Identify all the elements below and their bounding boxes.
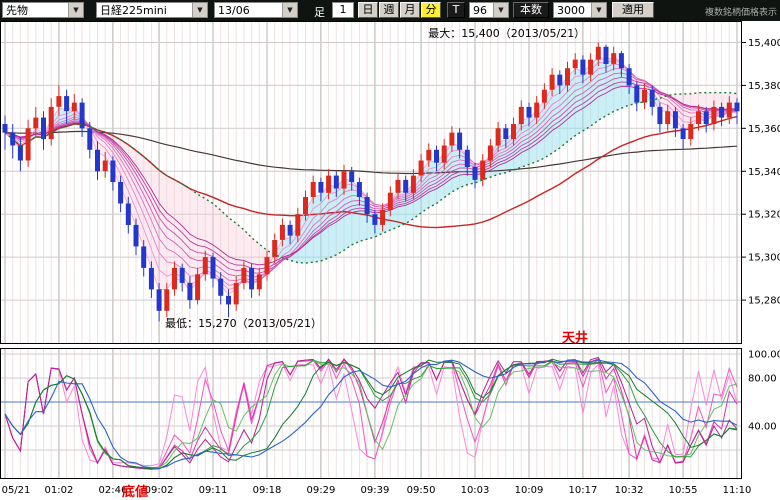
tick-button[interactable]: T — [447, 2, 465, 18]
svg-text:10:09: 10:09 — [515, 485, 544, 496]
bar-type-label: 足 — [314, 6, 325, 19]
svg-text:15,360: 15,360 — [748, 124, 780, 135]
svg-text:15,280: 15,280 — [748, 296, 780, 307]
chevron-down-icon: ▼ — [192, 3, 207, 17]
contract-month-select[interactable]: 13/06 ▼ — [214, 2, 298, 18]
annotation-low: 最低：15,270（2013/05/21） — [165, 316, 322, 330]
svg-text:100.00: 100.00 — [748, 350, 780, 361]
svg-text:09:18: 09:18 — [253, 485, 282, 496]
svg-text:15,320: 15,320 — [748, 210, 780, 221]
svg-text:09:50: 09:50 — [407, 485, 436, 496]
svg-text:09:39: 09:39 — [360, 485, 389, 496]
period-day-button[interactable]: 日 — [358, 2, 378, 18]
period-month-button[interactable]: 月 — [400, 2, 420, 18]
svg-text:15,300: 15,300 — [748, 253, 780, 264]
bars-count-value: 3000 — [557, 3, 585, 17]
price-chart-canvas[interactable]: 15,400 15,380 15,360 15,340 15,320 15,300 15,2… — [0, 21, 780, 500]
svg-text:11:10: 11:10 — [723, 485, 752, 496]
instrument-select[interactable]: 日経225mini ▼ — [96, 2, 208, 18]
svg-text:01:02: 01:02 — [44, 485, 73, 496]
svg-text:10:17: 10:17 — [568, 485, 597, 496]
toolbar-right-text: 複数銘柄価格表示 — [704, 8, 777, 18]
toolbar: 先物 ▼ 日経225mini ▼ 13/06 ▼ 足 1 日 週 月 分 T 9… — [0, 0, 780, 21]
svg-text:15,400: 15,400 — [748, 38, 780, 49]
svg-text:15,380: 15,380 — [748, 81, 780, 92]
tick-interval-value: 96 — [473, 3, 487, 17]
chevron-down-icon: ▼ — [493, 3, 508, 17]
svg-text:10:03: 10:03 — [461, 485, 490, 496]
bars-label: 本数 — [513, 2, 549, 18]
svg-text:10:55: 10:55 — [669, 485, 698, 496]
svg-text:02:46: 02:46 — [98, 485, 127, 496]
svg-text:05/21: 05/21 — [2, 485, 31, 496]
svg-text:09:11: 09:11 — [199, 485, 228, 496]
instrument-type-select[interactable]: 先物 ▼ — [2, 2, 84, 18]
svg-text:80.00: 80.00 — [748, 374, 777, 385]
svg-text:40.00: 40.00 — [748, 422, 777, 433]
period-week-button[interactable]: 週 — [379, 2, 399, 18]
instrument-value: 日経225mini — [100, 4, 167, 17]
annotation-high: 最大：15,400（2013/05/21） — [428, 27, 586, 41]
ceiling-label: 天井 — [562, 331, 589, 346]
period-minute-button[interactable]: 分 — [421, 2, 441, 18]
bottom-label: 底値 — [122, 485, 149, 500]
svg-text:15,340: 15,340 — [748, 167, 780, 178]
svg-text:09:02: 09:02 — [145, 485, 174, 496]
chevron-down-icon: ▼ — [282, 3, 297, 17]
tick-interval-select[interactable]: 96 ▼ — [469, 2, 509, 18]
svg-text:09:29: 09:29 — [306, 485, 335, 496]
apply-button[interactable]: 適用 — [612, 2, 654, 18]
contract-month-value: 13/06 — [218, 3, 250, 17]
minute-value-input[interactable]: 1 — [332, 2, 354, 18]
instrument-type-value: 先物 — [6, 4, 28, 17]
bars-count-select[interactable]: 3000 ▼ — [553, 2, 607, 18]
svg-text:10:32: 10:32 — [615, 485, 644, 496]
chevron-down-icon: ▼ — [68, 3, 83, 17]
chevron-down-icon: ▼ — [591, 3, 606, 17]
